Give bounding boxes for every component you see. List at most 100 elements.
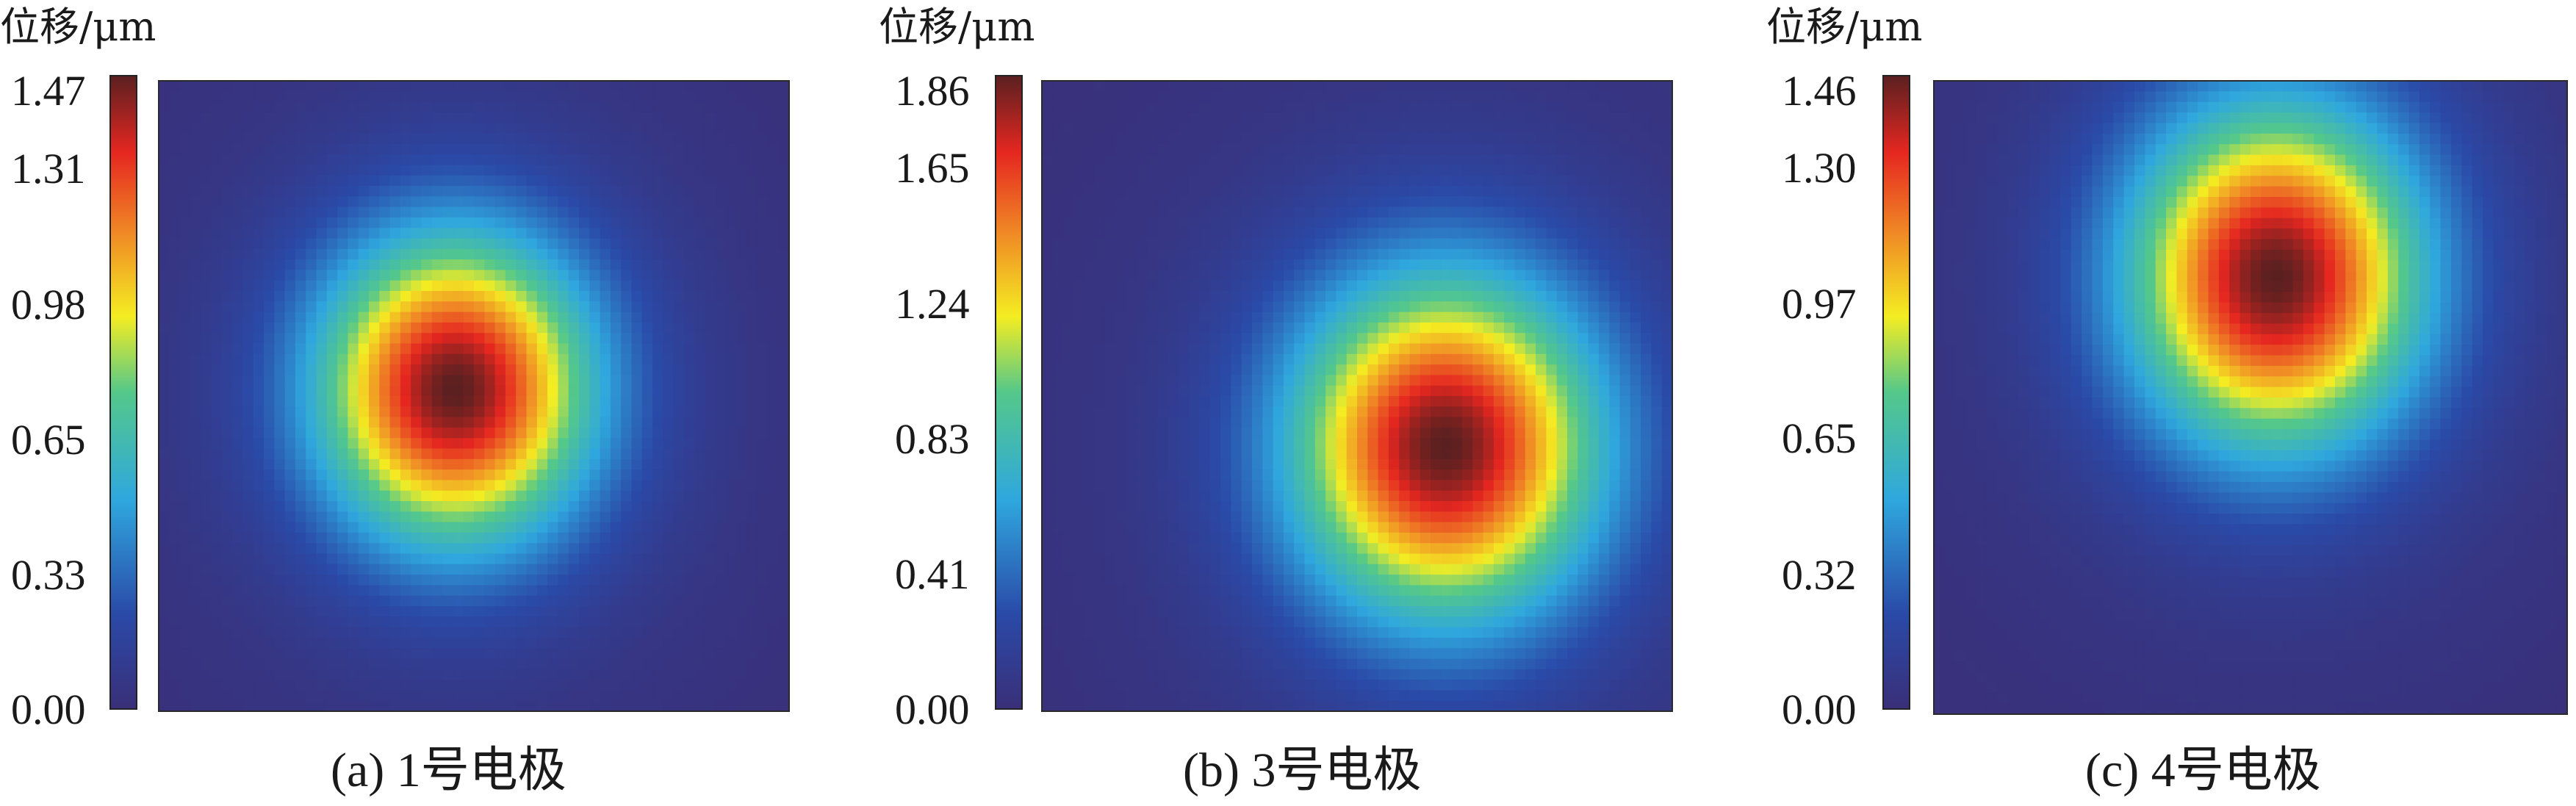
heatmap-cell	[705, 501, 716, 512]
heatmap-cell	[758, 385, 769, 397]
heatmap-cell	[179, 406, 191, 418]
heatmap-cell	[1220, 301, 1231, 313]
heatmap-cell	[579, 280, 590, 292]
heatmap-cell	[568, 564, 580, 575]
heatmap-cell	[1273, 280, 1284, 292]
heatmap-cell	[673, 375, 685, 386]
heatmap-cell	[505, 543, 517, 555]
heatmap-cell	[453, 343, 464, 355]
heatmap-cell	[400, 112, 411, 123]
heatmap-cell	[1546, 123, 1558, 134]
heatmap-cell	[274, 301, 286, 313]
heatmap-cell	[474, 270, 485, 281]
heatmap-cell	[179, 543, 191, 555]
heatmap-cell	[1493, 112, 1505, 123]
heatmap-cell	[684, 364, 695, 375]
heatmap-cell	[316, 81, 328, 92]
heatmap-cell	[316, 186, 328, 197]
heatmap-cell	[169, 458, 181, 470]
heatmap-cell	[221, 228, 233, 240]
heatmap-cell	[379, 616, 391, 628]
heatmap-cell	[253, 553, 265, 565]
heatmap-cell	[1504, 238, 1516, 250]
heatmap-cell	[1052, 154, 1064, 165]
heatmap-cell	[1136, 312, 1148, 323]
heatmap-cell	[516, 217, 528, 229]
heatmap-cell	[474, 585, 485, 597]
heatmap-cell	[610, 637, 622, 649]
heatmap-cell	[201, 427, 212, 439]
heatmap-cell	[768, 427, 780, 439]
heatmap-cell	[1104, 248, 1116, 260]
heatmap-cell	[242, 270, 254, 281]
heatmap-cell	[1199, 217, 1211, 229]
heatmap-cell	[442, 564, 453, 575]
heatmap-cell	[663, 165, 674, 176]
heatmap-cell	[641, 248, 653, 260]
heatmap-cell	[631, 186, 643, 197]
heatmap-cell	[547, 280, 558, 292]
heatmap-cell	[421, 301, 433, 313]
heatmap-cell	[600, 648, 611, 660]
heatmap-cell	[389, 616, 401, 628]
heatmap-cell	[684, 648, 695, 660]
heatmap-cell	[1514, 186, 1526, 197]
heatmap-cell	[326, 112, 338, 123]
heatmap-cell	[1451, 248, 1463, 260]
heatmap-cell	[1546, 133, 1558, 145]
heatmap-cell	[558, 333, 569, 345]
heatmap-cell	[715, 490, 727, 502]
heatmap-cell	[1367, 301, 1379, 313]
heatmap-cell	[610, 333, 622, 345]
heatmap-cell	[358, 396, 370, 407]
heatmap-cell	[474, 616, 485, 628]
heatmap-cell	[358, 490, 370, 502]
heatmap-cell	[1178, 165, 1190, 176]
heatmap-cell	[1126, 312, 1137, 323]
heatmap-cell	[1073, 165, 1084, 176]
heatmap-cell	[1147, 175, 1158, 187]
heatmap-cell	[442, 606, 453, 617]
heatmap-cell	[295, 81, 306, 92]
heatmap-cell	[1388, 154, 1400, 165]
heatmap-cell	[264, 438, 275, 450]
heatmap-cell	[705, 343, 716, 355]
heatmap-cell	[1399, 101, 1411, 113]
heatmap-cell	[474, 458, 485, 470]
heatmap-cell	[295, 291, 306, 302]
heatmap-cell	[1472, 228, 1484, 240]
heatmap-cell	[694, 448, 706, 460]
heatmap-cell	[1283, 196, 1295, 208]
heatmap-cell	[316, 165, 328, 176]
heatmap-cell	[1220, 91, 1231, 103]
heatmap-cell	[1136, 123, 1148, 134]
heatmap-cell	[663, 658, 674, 670]
heatmap-cell	[568, 396, 580, 407]
heatmap-cell	[1094, 270, 1106, 281]
heatmap-cell	[631, 123, 643, 134]
heatmap-cell	[1514, 206, 1526, 218]
heatmap-cell	[778, 658, 790, 670]
heatmap-cell	[1514, 112, 1526, 123]
heatmap-cell	[1431, 217, 1442, 229]
heatmap-cell	[1262, 238, 1274, 250]
heatmap-cell	[652, 406, 663, 418]
heatmap-cell	[736, 133, 748, 145]
heatmap-cell	[431, 322, 443, 334]
heatmap-cell	[1483, 301, 1494, 313]
heatmap-cell	[379, 101, 391, 113]
heatmap-cell	[190, 270, 201, 281]
heatmap-cell	[253, 575, 265, 586]
heatmap-cell	[474, 143, 485, 155]
heatmap-cell	[526, 133, 538, 145]
heatmap-cell	[1420, 186, 1431, 197]
heatmap-cell	[684, 301, 695, 313]
heatmap-cell	[684, 427, 695, 439]
heatmap-cell	[736, 143, 748, 155]
heatmap-cell	[284, 427, 296, 439]
heatmap-cell	[1546, 101, 1558, 113]
heatmap-cell	[274, 501, 286, 512]
heatmap-cell	[1104, 270, 1116, 281]
heatmap-cell	[505, 553, 517, 565]
heatmap-cell	[631, 448, 643, 460]
